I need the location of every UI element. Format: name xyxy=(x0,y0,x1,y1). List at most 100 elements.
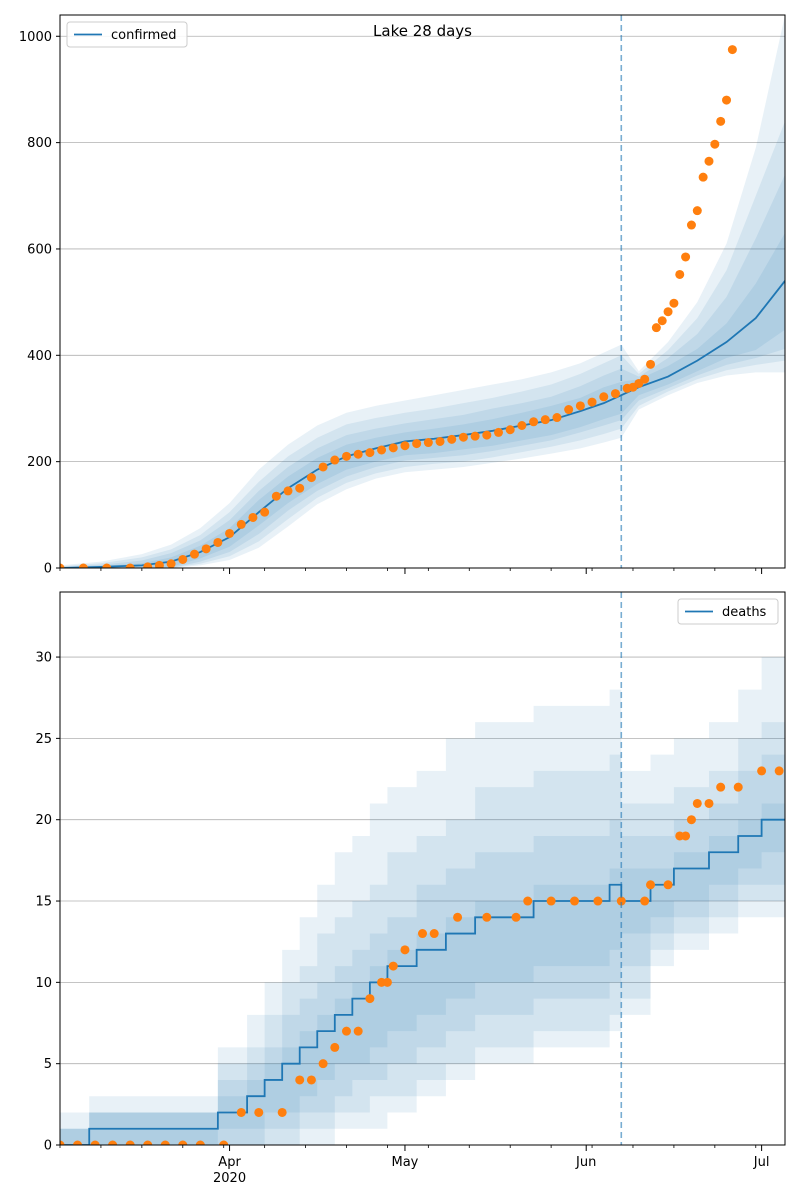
chart-1-observed-point xyxy=(143,562,153,568)
chart-1-observed-point xyxy=(306,473,316,483)
chart-1-legend-label: confirmed xyxy=(111,28,177,43)
chart-2-observed-point xyxy=(254,1107,264,1117)
chart-2-y-tick-label: 5 xyxy=(44,1057,52,1072)
chart-1-observed-point xyxy=(341,451,351,461)
chart-2-x-tick-sublabel: 2020 xyxy=(213,1171,246,1186)
chart-1-observed-point xyxy=(260,507,270,517)
chart-1-observed-point xyxy=(412,439,422,449)
chart-1-observed-point xyxy=(283,486,293,496)
chart-2-observed-point xyxy=(716,782,726,792)
chart-1-observed-point xyxy=(716,116,726,126)
chart-1-observed-point xyxy=(102,563,112,568)
chart-1-observed-point xyxy=(494,427,504,437)
chart-1-observed-point xyxy=(517,420,527,430)
chart-2-axes-frame xyxy=(59,591,786,1146)
chart-1-observed-point xyxy=(166,559,176,568)
chart-2-x-tick-label: Jul xyxy=(753,1155,770,1170)
chart-2-observed-point xyxy=(681,831,691,841)
chart-1-observed-point xyxy=(722,95,732,105)
chart-1-observed-point xyxy=(236,519,246,529)
chart-2-observed-point xyxy=(143,1140,153,1145)
chart-2-observed-point xyxy=(692,798,702,808)
chart-1-observed-point xyxy=(225,528,235,538)
chart-2-observed-point xyxy=(277,1107,287,1117)
chart-2-observed-point xyxy=(570,896,580,906)
chart-1-observed-point xyxy=(575,401,585,411)
chart-2-observed-point xyxy=(400,945,410,955)
chart-1-observed-point xyxy=(60,563,65,568)
chart-1-axes-frame xyxy=(59,14,786,569)
chart-2-model-line xyxy=(60,818,785,1145)
chart-2-observed-point xyxy=(774,766,784,776)
chart-2-observed-point xyxy=(388,961,398,971)
chart-2-observed-point xyxy=(546,896,556,906)
chart-2-observed-point xyxy=(453,912,463,922)
chart-1-y-tick-label: 600 xyxy=(27,242,52,257)
chart-1-observed-point xyxy=(651,323,661,333)
chart-2-observed-point xyxy=(640,896,650,906)
chart-panel-1: 0 200 400 600 800 1000 Lake 28 days confirmed xyxy=(19,14,786,577)
chart-1-legend-box xyxy=(66,21,188,48)
chart-1-observed-point xyxy=(529,417,539,427)
chart-2-observed-point xyxy=(482,912,492,922)
chart-2-y-tick-label: 20 xyxy=(35,813,52,828)
chart-2-y-tick-label: 30 xyxy=(35,651,52,666)
chart-1-y-tick-label: 400 xyxy=(27,349,52,364)
chart-2-y-tick-label: 0 xyxy=(44,1139,52,1154)
chart-1-observed-point xyxy=(482,430,492,440)
chart-2-observed-point xyxy=(73,1140,83,1145)
chart-1-observed-point xyxy=(681,252,691,262)
chart-1-observed-point xyxy=(400,441,410,451)
chart-2-observed-point xyxy=(429,929,439,939)
chart-2-observed-point xyxy=(616,896,626,906)
chart-2-observed-point xyxy=(686,815,696,825)
chart-1-observed-point xyxy=(698,172,708,182)
chart-2-observed-point xyxy=(593,896,603,906)
chart-2-observed-point xyxy=(341,1026,351,1036)
chart-1-y-tick-label: 800 xyxy=(27,136,52,151)
chart-1-observed-point xyxy=(704,156,714,166)
chart-2-plot-area xyxy=(60,592,785,1145)
chart-2-observed-point xyxy=(219,1140,229,1145)
chart-2-confidence-band-2 xyxy=(60,738,785,1145)
chart-1-observed-point xyxy=(353,449,363,459)
chart-1-observed-point xyxy=(505,425,515,435)
chart-1-observed-point xyxy=(189,549,199,559)
chart-2-observed-point xyxy=(306,1075,316,1085)
chart-1-observed-point xyxy=(669,298,679,308)
chart-1-observed-point xyxy=(663,307,673,317)
chart-1-observed-point xyxy=(125,563,135,568)
chart-1-observed-point xyxy=(458,432,468,442)
chart-1-observed-point xyxy=(377,445,387,455)
chart-2-legend-box xyxy=(677,598,779,625)
chart-1-observed-point xyxy=(435,436,445,446)
chart-1-y-tick-label: 0 xyxy=(44,562,52,577)
chart-1-observed-point xyxy=(201,544,211,554)
chart-2-observed-point xyxy=(511,912,521,922)
chart-1-observed-point xyxy=(552,413,562,423)
chart-1-observed-point xyxy=(295,483,305,493)
chart-2-y-tick-label: 15 xyxy=(35,895,52,910)
chart-1-observed-point xyxy=(599,392,609,402)
chart-1-observed-point xyxy=(657,316,667,326)
chart-2-observed-point xyxy=(330,1042,340,1052)
chart-1-observed-point xyxy=(423,438,433,448)
chart-2-legend: deaths xyxy=(677,598,779,625)
chart-2-observed-point xyxy=(418,929,427,939)
chart-1-confidence-band-4 xyxy=(60,15,785,568)
chart-2-observed-point xyxy=(90,1140,100,1145)
chart-1-observed-point xyxy=(213,537,223,547)
chart-1-observed-point xyxy=(271,491,281,501)
chart-2-observed-point xyxy=(125,1140,135,1145)
chart-1-observed-point xyxy=(587,397,597,407)
chart-2-observed-point xyxy=(353,1026,363,1036)
chart-2-observed-point xyxy=(704,798,714,808)
chart-1-title: Lake 28 days xyxy=(373,22,472,40)
chart-2-observed-point xyxy=(318,1059,328,1069)
chart-2-observed-point xyxy=(365,994,375,1004)
chart-1-observed-point xyxy=(78,563,88,568)
chart-1-observed-point xyxy=(318,462,328,472)
chart-2-observed-point xyxy=(108,1140,118,1145)
chart-2-observed-point xyxy=(757,766,767,776)
